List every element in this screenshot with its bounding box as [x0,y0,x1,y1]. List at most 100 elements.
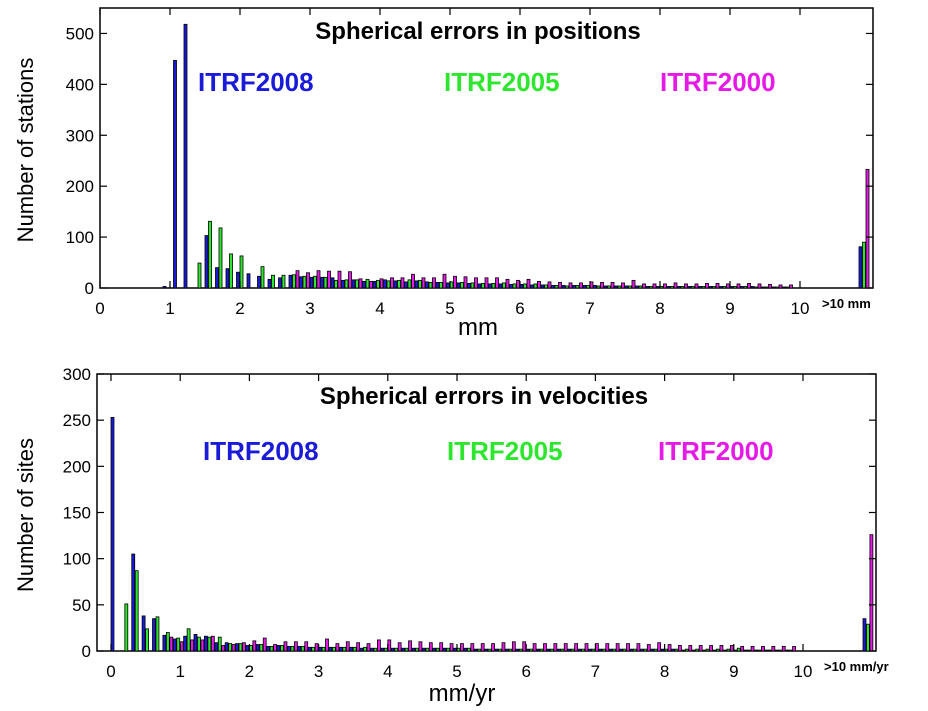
velocities-bar-itrf2005-59 [726,648,731,652]
velocities-bar-itrf2008-55 [681,649,686,652]
positions-bar-itrf2005-17 [344,279,349,289]
positions-x-tick-label: 2 [235,299,244,318]
velocities-bar-itrf2005-66 [866,623,870,652]
velocities-bar-itrf2008-39 [515,648,520,652]
velocities-bar-itrf2000-60 [740,645,745,652]
velocities-bar-itrf2000-31 [439,642,444,652]
positions-bar-itrf2000-37 [558,281,562,289]
positions-bar-itrf2008-9 [257,275,261,289]
velocities-bar-itrf2008-42 [546,648,551,652]
velocities-bar-itrf2005-22 [342,646,347,652]
positions-bar-itrf2005-15 [323,276,328,289]
velocities-bar-itrf2000-65 [792,645,796,652]
velocities-bar-itrf2005-36 [487,648,492,652]
velocities-bar-itrf2008-28 [401,647,406,652]
positions-bar-itrf2005-29 [470,282,475,289]
positions-bar-itrf2008-42 [603,285,608,289]
positions-bar-itrf2000-21 [390,277,394,289]
positions-bar-itrf2000-27 [453,275,457,289]
velocities-bar-itrf2008-29 [411,647,416,652]
positions-bar-itrf2000-16 [337,270,342,289]
positions-x-tick-label: 5 [445,299,454,318]
positions-bar-itrf2000-46 [652,283,657,289]
velocities-bar-itrf2000-63 [771,645,776,652]
positions-bar-itrf2005-38 [565,285,569,289]
velocities-bar-itrf2008-47 [598,648,603,652]
velocities-bar-itrf2000-41 [543,643,547,652]
positions-bar-itrf2008-12 [288,274,293,289]
velocities-y-tick-label: 300 [63,365,91,384]
positions-bar-itrf2008-1 [173,60,177,289]
positions-y-axis-label: Number of stations [13,58,38,243]
positions-bar-itrf2005-18 [355,279,359,289]
positions-bar-itrf2008-30 [477,283,482,289]
positions-bar-itrf2000-42 [610,281,615,289]
velocities-bar-itrf2008-3 [141,615,146,652]
velocities-bar-itrf2000-52 [657,642,662,652]
positions-bar-itrf2008-31 [488,283,492,289]
positions-bar-itrf2000-34 [526,278,531,289]
positions-bar-itrf2000-18 [358,278,363,289]
velocities-bar-itrf2005-20 [321,646,326,652]
positions-bar-itrf2005-52 [712,286,716,289]
velocities-bar-itrf2008-7 [183,635,188,652]
velocities-bar-itrf2005-6 [176,637,181,652]
positions-bar-itrf2008-8 [246,273,251,289]
positions-bar-itrf2005-21 [386,280,391,289]
positions-bar-itrf2000-25 [432,277,436,289]
positions-bar-itrf2000-15 [327,270,331,289]
velocities-x-tick-label: 4 [383,662,392,681]
velocities-bar-itrf2005-64 [778,649,783,652]
velocities-bar-itrf2008-66 [862,618,867,652]
positions-bar-itrf2005-55 [743,286,748,289]
velocities-bar-itrf2005-47 [601,648,606,652]
positions-bar-itrf2008-5 [215,267,219,289]
positions-bar-itrf2000-48 [673,282,678,289]
positions-bar-itrf2005-51 [701,286,706,289]
velocities-x-tick-label: 10 [794,662,813,681]
velocities-bar-itrf2008-48 [608,648,613,652]
positions-bar-itrf2008-32 [498,283,503,289]
velocities-y-axis-label: Number of sites [13,438,38,592]
velocities-bar-itrf2005-57 [705,648,710,652]
positions-bar-itrf2005-22 [397,279,401,289]
velocities-bar-itrf2008-49 [619,648,623,652]
positions-bar-itrf2008-49 [677,286,681,289]
positions-bar-itrf2000-53 [726,283,730,289]
velocities-bar-itrf2008-5 [162,634,167,652]
positions-bar-itrf2000-49 [684,283,688,289]
positions-bar-itrf2005-25 [428,281,433,289]
velocities-bar-itrf2008-37 [494,648,499,652]
velocities-bar-itrf2008-0 [110,416,115,652]
velocities-bar-itrf2005-11 [228,643,232,652]
positions-bar-itrf2008-20 [372,280,377,289]
velocities-bar-itrf2000-55 [688,645,693,652]
positions-plot-frame [99,7,874,289]
velocities-bar-itrf2005-17 [290,645,295,652]
velocities-bar-itrf2000-37 [501,642,506,652]
positions-bar-itrf2008-11 [278,277,282,289]
velocities-bar-itrf2008-14 [255,644,260,652]
velocities-bar-itrf2008-11 [224,642,229,652]
velocities-bar-itrf2000-51 [646,644,651,652]
positions-bar-itrf2005-4 [208,220,212,289]
positions-overflow-label: >10 mm [822,296,871,311]
positions-bar-itrf2008-48 [666,286,671,289]
positions-bar-itrf2005-28 [460,281,464,289]
velocities-bar-itrf2008-21 [328,646,333,652]
positions-bar-itrf2005-39 [575,285,580,289]
velocities-y-tick-label: 250 [63,411,91,430]
velocities-bar-itrf2000-29 [418,641,423,652]
positions-bar-itrf2005-31 [491,283,496,289]
positions-bar-itrf2005-30 [481,283,485,289]
velocities-bar-itrf2005-65 [788,649,793,652]
velocities-bar-itrf2005-28 [404,647,409,652]
positions-bar-itrf2008-27 [446,282,450,289]
velocities-bar-itrf2008-24 [359,647,364,652]
positions-bar-itrf2008-0 [162,286,167,289]
velocities-bar-itrf2000-32 [449,643,454,652]
velocities-bar-itrf2008-36 [484,648,489,652]
positions-bar-itrf2008-37 [551,285,555,289]
positions-bar-itrf2005-59 [785,286,790,289]
